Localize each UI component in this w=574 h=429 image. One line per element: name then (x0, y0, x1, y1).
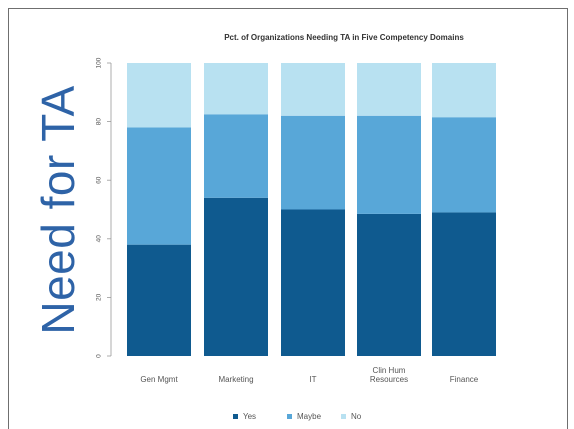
y-tick-label: 0 (96, 354, 103, 358)
x-category-label: Finance (450, 375, 479, 384)
bar-segment-yes (357, 213, 421, 356)
bar-segment-maybe (432, 117, 496, 213)
bar-segment-no (432, 63, 496, 118)
legend-label: Maybe (297, 412, 322, 421)
legend: Yes Maybe No (233, 412, 362, 421)
x-category-label: Marketing (218, 375, 253, 384)
bar-segment-yes (204, 197, 268, 356)
y-axis: 0 20 40 60 80 100 (96, 57, 111, 358)
bar-segment-maybe (357, 115, 421, 214)
bar-segment-maybe (127, 127, 191, 245)
bar-segment-maybe (281, 115, 345, 210)
bar-segment-no (127, 63, 191, 128)
x-category-label: Resources (370, 375, 408, 384)
bar-segment-yes (432, 212, 496, 356)
y-tick-label: 100 (96, 57, 103, 68)
bar-segment-yes (281, 209, 345, 356)
y-tick-label: 20 (96, 293, 103, 301)
legend-label: No (351, 412, 362, 421)
bar-segment-yes (127, 244, 191, 356)
bars (127, 63, 496, 356)
bar-segment-maybe (204, 114, 268, 198)
y-tick-label: 40 (96, 235, 103, 243)
x-category-label: Gen Mgmt (140, 375, 178, 384)
bar-segment-no (204, 63, 268, 115)
legend-swatch (287, 414, 292, 419)
x-category-label: IT (309, 375, 316, 384)
bar-segment-no (281, 63, 345, 116)
chart-title: Pct. of Organizations Needing TA in Five… (224, 33, 464, 42)
bar-segment-no (357, 63, 421, 116)
legend-label: Yes (243, 412, 256, 421)
x-category-label: Clin Hum (373, 366, 406, 375)
y-tick-label: 60 (96, 176, 103, 184)
legend-swatch (341, 414, 346, 419)
y-tick-label: 80 (96, 118, 103, 126)
legend-swatch (233, 414, 238, 419)
